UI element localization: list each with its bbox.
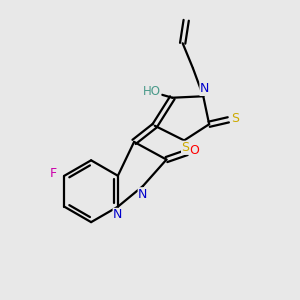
- Text: O: O: [189, 144, 199, 157]
- Text: N: N: [200, 82, 209, 95]
- Text: S: S: [182, 141, 190, 154]
- Text: HO: HO: [143, 85, 161, 98]
- Text: F: F: [50, 167, 57, 180]
- Text: N: N: [138, 188, 148, 201]
- Text: S: S: [231, 112, 239, 125]
- Text: N: N: [113, 208, 123, 221]
